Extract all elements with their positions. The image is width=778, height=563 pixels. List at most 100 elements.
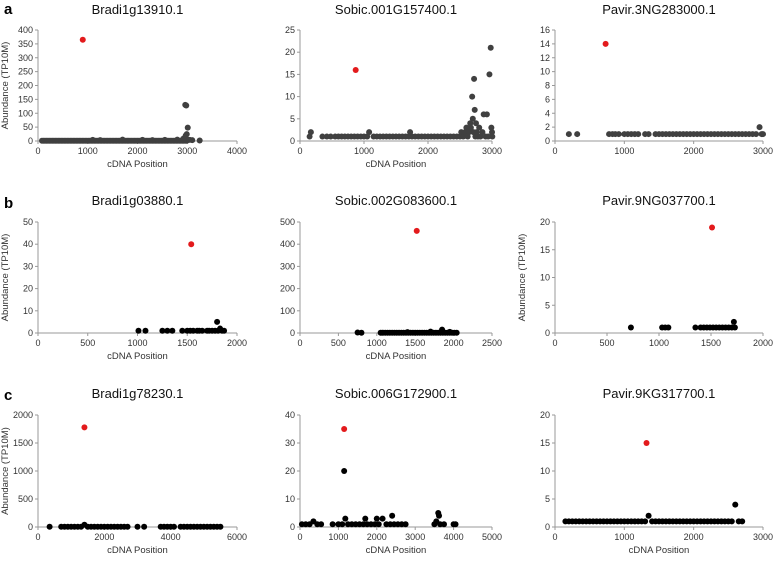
x-tick-label: 0 xyxy=(35,532,40,542)
y-tick-label: 500 xyxy=(280,217,295,227)
y-tick-label: 1500 xyxy=(13,438,33,448)
y-tick-label: 0 xyxy=(545,136,550,146)
data-point xyxy=(179,327,186,334)
data-point xyxy=(467,124,474,131)
data-point xyxy=(471,106,478,113)
data-point xyxy=(319,133,326,140)
data-point xyxy=(379,515,386,522)
x-tick-label: 1000 xyxy=(614,532,634,542)
x-tick-label: 2000 xyxy=(418,146,438,156)
x-tick-label: 1000 xyxy=(649,338,669,348)
data-point xyxy=(731,324,738,331)
x-axis-label: cDNA Position xyxy=(366,545,427,556)
data-point xyxy=(665,324,672,331)
highlight-point xyxy=(643,440,650,446)
y-tick-label: 0 xyxy=(290,328,295,338)
data-point xyxy=(341,468,348,474)
y-axis-label: Abundance (TP10M) xyxy=(0,42,11,130)
scatter-chart: Sobic.002G083600.1 0 100 200 300 400 500 0 500 10… xyxy=(280,193,502,362)
scatter-chart: Pavir.9KG317700.1 0 5 10 15 20 0 1000 2000 3000 cD… xyxy=(540,386,773,556)
data-point xyxy=(467,120,474,127)
data-point xyxy=(174,136,181,143)
y-tick-label: 200 xyxy=(18,81,33,91)
chart-title: Pavir.3NG283000.1 xyxy=(602,2,715,17)
y-tick-label: 5 xyxy=(545,494,550,504)
y-tick-label: 100 xyxy=(280,306,295,316)
y-tick-label: 0 xyxy=(545,522,550,532)
data-point xyxy=(327,133,334,140)
data-point xyxy=(732,501,739,508)
highlight-point xyxy=(188,241,195,248)
chart-title: Bradi1g78230.1 xyxy=(92,386,184,401)
data-point xyxy=(402,521,409,528)
data-point xyxy=(97,137,104,144)
x-tick-label: 2000 xyxy=(367,532,387,542)
y-tick-label: 2 xyxy=(545,122,550,132)
data-point xyxy=(307,129,314,136)
data-point xyxy=(463,124,470,131)
data-point xyxy=(446,328,453,335)
highlight-point xyxy=(79,36,86,43)
data-point xyxy=(485,133,492,140)
y-tick-label: 15 xyxy=(285,69,295,79)
x-tick-label: 2000 xyxy=(94,532,114,542)
y-tick-label: 20 xyxy=(285,466,295,476)
data-point xyxy=(489,129,495,136)
y-tick-label: 0 xyxy=(28,136,33,146)
data-point xyxy=(404,329,411,336)
y-tick-label: 16 xyxy=(540,25,550,35)
y-tick-label: 6 xyxy=(545,94,550,104)
x-tick-label: 3000 xyxy=(482,146,502,156)
highlight-point xyxy=(602,40,609,47)
x-tick-label: 0 xyxy=(552,146,557,156)
x-tick-label: 2000 xyxy=(227,338,247,348)
x-tick-label: 2000 xyxy=(684,532,704,542)
x-tick-label: 1000 xyxy=(328,532,348,542)
data-point xyxy=(469,93,476,100)
y-tick-label: 10 xyxy=(285,494,295,504)
y-tick-label: 200 xyxy=(280,284,295,294)
data-point xyxy=(635,131,642,138)
data-point xyxy=(427,328,434,335)
highlight-point xyxy=(341,426,348,432)
data-point xyxy=(760,131,766,138)
y-tick-label: 40 xyxy=(285,410,295,420)
data-point xyxy=(164,327,171,334)
highlight-point xyxy=(352,66,359,73)
y-tick-label: 400 xyxy=(280,239,295,249)
y-axis-label: Abundance (TP10M) xyxy=(0,427,11,515)
y-tick-label: 20 xyxy=(540,410,550,420)
data-point xyxy=(184,124,191,131)
data-point xyxy=(479,129,486,136)
data-point xyxy=(441,521,447,528)
y-tick-label: 50 xyxy=(23,122,33,132)
x-tick-label: 3000 xyxy=(405,532,425,542)
y-tick-label: 25 xyxy=(285,25,295,35)
scatter-chart: Sobic.001G157400.1 0 5 10 15 20 25 0 1000 2000 300… xyxy=(285,2,502,170)
chart-title: Bradi1g03880.1 xyxy=(92,193,184,208)
x-tick-label: 1500 xyxy=(405,338,425,348)
data-point xyxy=(196,137,203,144)
y-tick-label: 400 xyxy=(18,25,33,35)
y-tick-label: 20 xyxy=(540,217,550,227)
data-point xyxy=(486,71,493,78)
data-point xyxy=(728,518,735,525)
data-point xyxy=(119,136,126,143)
chart-title: Sobic.006G172900.1 xyxy=(335,386,457,401)
y-tick-label: 40 xyxy=(23,239,33,249)
data-point xyxy=(739,518,746,525)
y-tick-label: 10 xyxy=(23,306,33,316)
data-point xyxy=(139,136,146,143)
data-point xyxy=(642,518,649,525)
scatter-chart: Pavir.9NG037700.1 0 5 10 15 20 0 500 1000 1500 200… xyxy=(517,193,773,348)
x-tick-label: 2500 xyxy=(482,338,502,348)
chart-title: Pavir.9NG037700.1 xyxy=(602,193,715,208)
x-tick-label: 2000 xyxy=(684,146,704,156)
x-tick-label: 1000 xyxy=(614,146,634,156)
x-tick-label: 1000 xyxy=(354,146,374,156)
data-point xyxy=(645,512,652,519)
x-tick-label: 500 xyxy=(80,338,95,348)
data-point xyxy=(436,512,443,519)
x-tick-label: 1000 xyxy=(78,146,98,156)
